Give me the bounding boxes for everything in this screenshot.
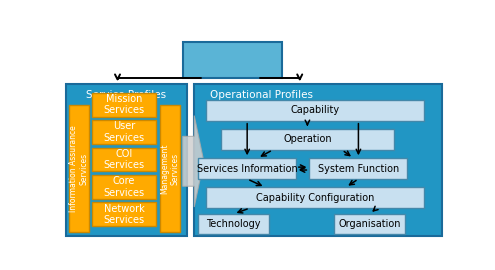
Text: Operation: Operation — [283, 134, 332, 144]
Text: System Function: System Function — [318, 164, 399, 174]
Text: Operational Profiles: Operational Profiles — [209, 90, 312, 100]
Text: Technology: Technology — [206, 219, 261, 229]
Polygon shape — [183, 116, 204, 207]
Text: Mission
Services: Mission Services — [103, 94, 145, 116]
Text: Service Profiles: Service Profiles — [86, 90, 166, 100]
Text: Services Information: Services Information — [197, 164, 297, 174]
FancyBboxPatch shape — [221, 129, 394, 150]
FancyBboxPatch shape — [198, 158, 296, 179]
FancyBboxPatch shape — [206, 100, 424, 121]
Text: COI
Services: COI Services — [103, 149, 145, 170]
Text: Information Assurance
Services: Information Assurance Services — [69, 125, 89, 212]
FancyBboxPatch shape — [92, 120, 156, 144]
FancyBboxPatch shape — [334, 214, 405, 234]
FancyBboxPatch shape — [92, 93, 156, 117]
Text: User
Services: User Services — [103, 121, 145, 143]
Text: Core
Services: Core Services — [103, 176, 145, 198]
Text: Network
Services: Network Services — [103, 204, 145, 225]
FancyBboxPatch shape — [194, 84, 442, 236]
FancyBboxPatch shape — [198, 214, 269, 234]
Text: Capability Configuration: Capability Configuration — [256, 193, 374, 203]
FancyBboxPatch shape — [69, 105, 89, 232]
Text: Organisation: Organisation — [339, 219, 401, 229]
Text: NATO Interoperability
Profile: NATO Interoperability Profile — [160, 46, 305, 74]
FancyBboxPatch shape — [66, 84, 187, 236]
FancyBboxPatch shape — [206, 187, 424, 208]
Text: Capability: Capability — [291, 105, 340, 115]
FancyBboxPatch shape — [92, 148, 156, 171]
FancyBboxPatch shape — [183, 42, 283, 78]
FancyBboxPatch shape — [92, 202, 156, 226]
FancyBboxPatch shape — [309, 158, 407, 179]
FancyBboxPatch shape — [160, 105, 180, 232]
FancyBboxPatch shape — [92, 175, 156, 199]
Text: Management
Services: Management Services — [160, 143, 179, 194]
